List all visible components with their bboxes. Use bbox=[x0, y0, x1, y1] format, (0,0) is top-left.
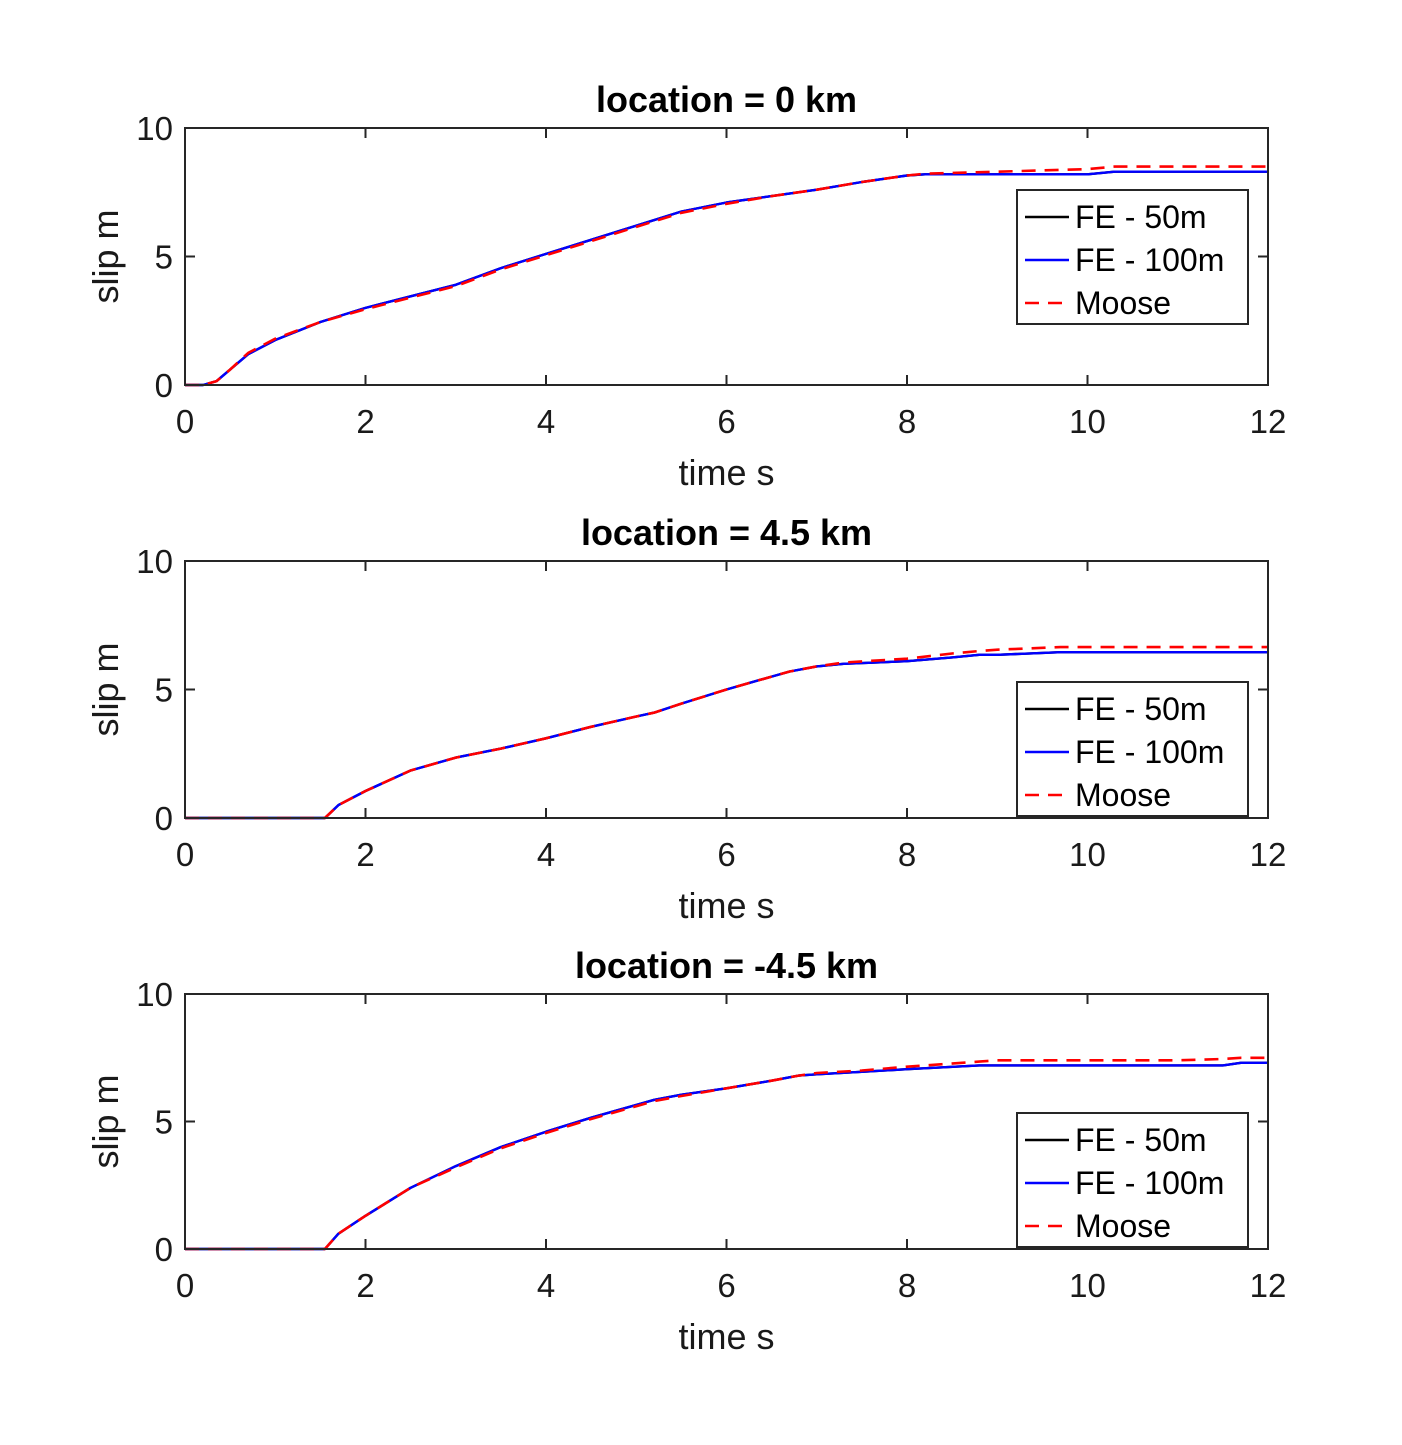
x-tick-label: 8 bbox=[898, 1267, 916, 1304]
legend: FE - 50m FE - 100m Moose bbox=[1016, 1112, 1249, 1248]
legend-label: FE - 100m bbox=[1075, 734, 1224, 770]
legend: FE - 50m FE - 100m Moose bbox=[1016, 681, 1249, 817]
legend-label: FE - 50m bbox=[1075, 1122, 1207, 1158]
series-line-moose bbox=[185, 1056, 1268, 1251]
x-tick-label: 12 bbox=[1250, 836, 1287, 873]
y-tick-label: 0 bbox=[155, 367, 173, 404]
x-tick-label: 4 bbox=[537, 1267, 555, 1304]
x-tick-label: 4 bbox=[537, 403, 555, 440]
x-tick-label: 2 bbox=[356, 836, 374, 873]
legend-box bbox=[1016, 189, 1249, 325]
series-line-moose bbox=[185, 165, 1268, 387]
y-axis-label: slip m bbox=[85, 1074, 126, 1168]
legend-label: FE - 50m bbox=[1075, 691, 1207, 727]
x-axis-label: time s bbox=[678, 1316, 774, 1357]
x-tick-label: 10 bbox=[1069, 836, 1106, 873]
x-tick-label: 10 bbox=[1069, 403, 1106, 440]
x-tick-label: 12 bbox=[1250, 1267, 1287, 1304]
y-tick-label: 0 bbox=[155, 800, 173, 837]
legend-label: Moose bbox=[1075, 777, 1171, 813]
y-tick-label: 10 bbox=[136, 543, 173, 580]
legend-label: Moose bbox=[1075, 1208, 1171, 1244]
subplot-1: 0 2 4 6 8 10 12 0 5 10 location = 4.5 km time s slip… bbox=[85, 512, 1286, 926]
y-tick-label: 10 bbox=[136, 976, 173, 1013]
x-tick-label: 8 bbox=[898, 403, 916, 440]
x-tick-label: 6 bbox=[717, 403, 735, 440]
subplot-2: 0 2 4 6 8 10 12 0 5 10 location = -4.5 km time s sli… bbox=[85, 945, 1286, 1357]
x-tick-label: 2 bbox=[356, 403, 374, 440]
x-tick-label: 12 bbox=[1250, 403, 1287, 440]
x-tick-label: 0 bbox=[176, 403, 194, 440]
x-axis-label: time s bbox=[678, 452, 774, 493]
y-tick-label: 5 bbox=[155, 239, 173, 276]
chart-title: location = 4.5 km bbox=[581, 512, 872, 553]
x-tick-label: 8 bbox=[898, 836, 916, 873]
chart-title: location = -4.5 km bbox=[575, 945, 878, 986]
legend-label: FE - 50m bbox=[1075, 199, 1207, 235]
subplot-0: 0 2 4 6 8 10 12 0 5 10 location = 0 km time s slip m… bbox=[85, 79, 1286, 493]
x-tick-label: 0 bbox=[176, 836, 194, 873]
legend-label: FE - 100m bbox=[1075, 242, 1224, 278]
legend-label: Moose bbox=[1075, 285, 1171, 321]
y-tick-label: 5 bbox=[155, 1104, 173, 1141]
x-tick-label: 2 bbox=[356, 1267, 374, 1304]
x-tick-label: 6 bbox=[717, 836, 735, 873]
x-tick-label: 6 bbox=[717, 1267, 735, 1304]
x-tick-label: 4 bbox=[537, 836, 555, 873]
x-axis-label: time s bbox=[678, 885, 774, 926]
legend: FE - 50m FE - 100m Moose bbox=[1016, 189, 1249, 325]
y-axis-label: slip m bbox=[85, 209, 126, 303]
y-tick-label: 0 bbox=[155, 1231, 173, 1268]
legend-box bbox=[1016, 681, 1249, 817]
series-line-moose bbox=[185, 645, 1268, 820]
x-tick-label: 10 bbox=[1069, 1267, 1106, 1304]
legend-box bbox=[1016, 1112, 1249, 1248]
legend-label: FE - 100m bbox=[1075, 1165, 1224, 1201]
y-tick-label: 5 bbox=[155, 672, 173, 709]
y-axis-label: slip m bbox=[85, 642, 126, 736]
chart-title: location = 0 km bbox=[596, 79, 857, 120]
x-tick-label: 0 bbox=[176, 1267, 194, 1304]
y-tick-label: 10 bbox=[136, 110, 173, 147]
